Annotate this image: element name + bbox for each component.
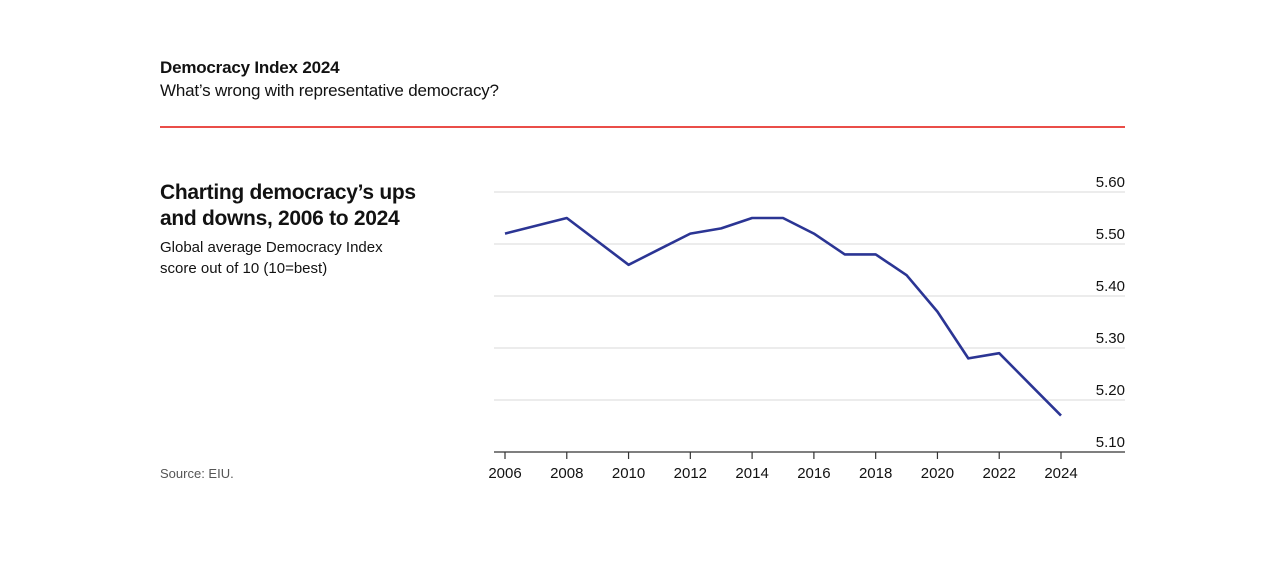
chart-subtitle-line-2: score out of 10 (10=best) [160, 260, 328, 277]
series-layer [504, 216, 1062, 417]
chart-heading: Charting democracy’s ups and downs, 2006… [160, 180, 460, 279]
chart-subtitle-line-1: Global average Democracy Index [160, 239, 383, 256]
x-tick-label: 2014 [735, 465, 768, 482]
x-tick-label: 2020 [921, 465, 954, 482]
chart-subtitle: Global average Democracy Index score out… [160, 237, 460, 279]
y-tick-label: 5.40 [1096, 278, 1125, 295]
x-tick-label: 2024 [1044, 465, 1077, 482]
y-tick-label: 5.30 [1096, 330, 1125, 347]
y-tick-label: 5.20 [1096, 382, 1125, 399]
y-tick-label: 5.10 [1096, 434, 1125, 451]
x-tick-label: 2018 [859, 465, 892, 482]
x-tick-label: 2010 [612, 465, 645, 482]
report-header: Democracy Index 2024 What’s wrong with r… [160, 58, 1125, 101]
chart-title-line-2: and downs, 2006 to 2024 [160, 207, 400, 230]
series-line [504, 216, 1062, 417]
x-tick-label: 2022 [983, 465, 1016, 482]
axis-layer: 5.10 5.20 5.30 5.40 5.50 5.60 2006 2008 2010 2012… [488, 174, 1125, 482]
x-tick-label: 2006 [488, 465, 521, 482]
report-subtitle: What’s wrong with representative democra… [160, 81, 499, 100]
source-note: Source: EIU. [160, 466, 234, 481]
chart-title-line-1: Charting democracy’s ups [160, 181, 416, 204]
chart-title: Charting democracy’s ups and downs, 2006… [160, 180, 460, 232]
x-tick-label: 2016 [797, 465, 830, 482]
x-tick-label: 2012 [674, 465, 707, 482]
header-divider [160, 126, 1125, 128]
y-tick-label: 5.50 [1096, 226, 1125, 243]
x-tick-label: 2008 [550, 465, 583, 482]
y-tick-label: 5.60 [1096, 174, 1125, 191]
report-title: Democracy Index 2024 [160, 58, 340, 77]
